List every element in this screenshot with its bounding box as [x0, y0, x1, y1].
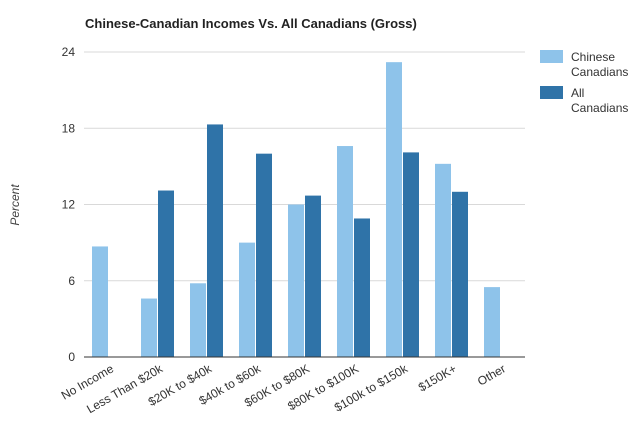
y-tick-label: 24 — [62, 45, 76, 59]
y-tick-label: 0 — [68, 350, 75, 364]
bar-chinese-canadians — [386, 62, 402, 358]
legend-label: Chinese — [571, 50, 615, 64]
x-tick-label: $150K+ — [416, 361, 459, 394]
bars — [92, 62, 500, 358]
bar-chinese-canadians — [337, 146, 353, 357]
bar-all-canadians — [305, 195, 321, 357]
legend-swatch — [540, 50, 563, 63]
y-axis-label: Percent — [8, 184, 22, 226]
x-tick-label: Other — [475, 361, 508, 388]
y-axis-ticks: 0 6 12 18 24 — [62, 45, 76, 364]
bar-all-canadians — [452, 191, 468, 357]
legend-label: Canadians — [571, 101, 628, 115]
bar-all-canadians — [256, 153, 272, 357]
bar-all-canadians — [207, 124, 223, 357]
legend-swatch — [540, 86, 563, 99]
chart-title: Chinese-Canadian Incomes Vs. All Canadia… — [85, 16, 417, 31]
bar-chinese-canadians — [190, 283, 206, 357]
bar-chinese-canadians — [141, 298, 157, 357]
bar-chinese-canadians — [92, 246, 108, 357]
bar-chinese-canadians — [288, 204, 304, 357]
bar-chinese-canadians — [435, 163, 451, 357]
y-tick-label: 12 — [62, 198, 76, 212]
legend-label: Canadians — [571, 65, 628, 79]
bar-chinese-canadians — [484, 287, 500, 357]
bar-chinese-canadians — [239, 242, 255, 357]
y-tick-label: 6 — [68, 274, 75, 288]
gridlines — [84, 51, 525, 282]
bar-all-canadians — [354, 218, 370, 357]
legend-label: All — [571, 86, 584, 100]
bar-all-canadians — [158, 190, 174, 357]
bar-all-canadians — [403, 152, 419, 357]
y-tick-label: 18 — [62, 121, 76, 135]
